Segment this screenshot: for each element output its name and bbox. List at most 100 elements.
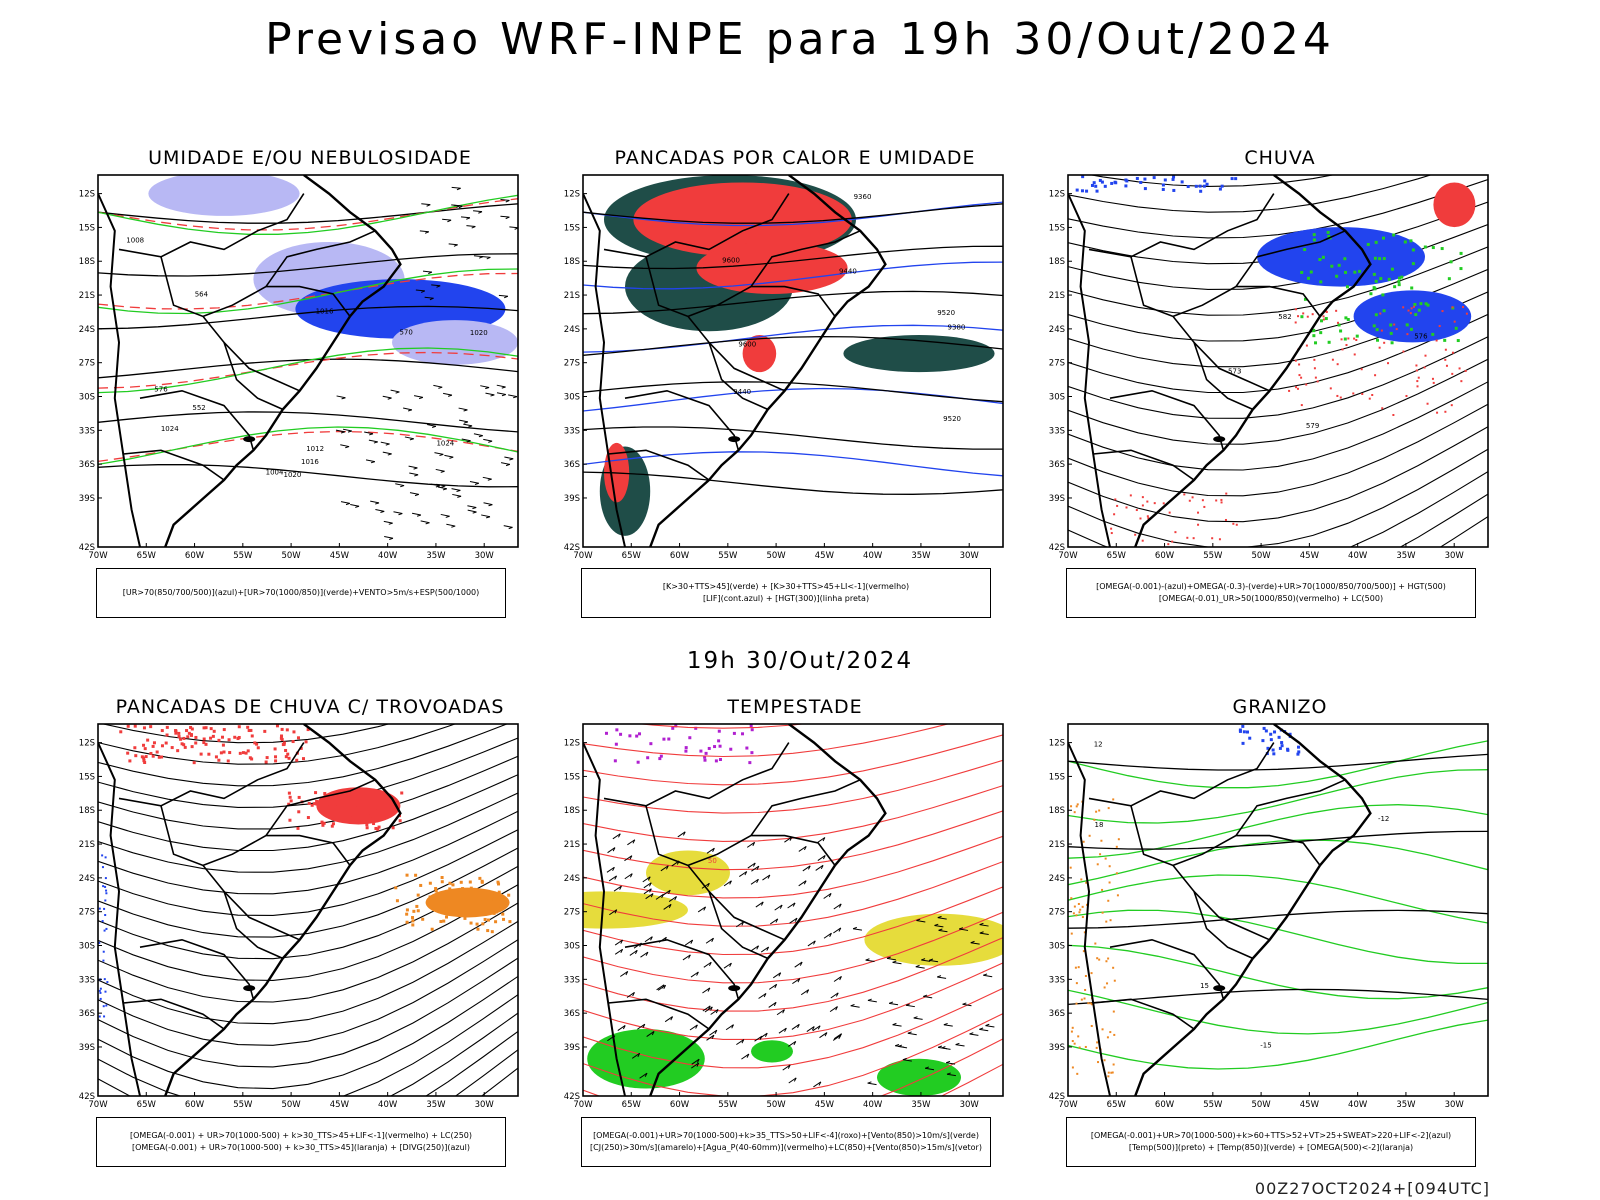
- lon-tick-label: 35W: [1396, 1100, 1416, 1110]
- wind-vector: [962, 1003, 972, 1007]
- wind-vector-head: [924, 1066, 930, 1069]
- thickness-line: [98, 351, 518, 389]
- wind-vector: [500, 215, 510, 218]
- lat-tick-label: 24S: [1049, 325, 1065, 335]
- lon-tick-label: 45W: [815, 551, 835, 561]
- shower-area: [490, 930, 494, 934]
- height-contour: [1399, 493, 1488, 547]
- wind-vector-head: [850, 1003, 855, 1007]
- wind-vector: [393, 511, 403, 515]
- thunder-area: [291, 740, 295, 744]
- lat-tick-label: 24S: [564, 325, 580, 335]
- legend-line: [OMEGA(-0.001) + UR>70(1000-500) + k>30_…: [131, 1143, 471, 1152]
- thunder-area: [287, 791, 291, 795]
- wind-vector: [643, 882, 652, 889]
- lat-tick-label: 30S: [564, 942, 580, 952]
- rain-light: [1171, 540, 1174, 543]
- rain-light: [1453, 320, 1456, 323]
- shower-area: [415, 904, 419, 908]
- lat-tick-label: 27S: [79, 908, 95, 918]
- severe-storm-area: [694, 726, 698, 730]
- rain-area: [1161, 187, 1165, 191]
- lat-tick-label: 27S: [564, 908, 580, 918]
- lon-tick-label: 65W: [137, 1100, 157, 1110]
- wind-vector: [500, 462, 510, 465]
- wind-vector: [451, 186, 461, 189]
- rain-light: [1433, 182, 1476, 228]
- rain-light: [1331, 358, 1334, 361]
- lat-tick-label: 27S: [79, 359, 95, 369]
- shower-area: [507, 893, 511, 897]
- lat-tick-label: 15S: [1049, 223, 1065, 233]
- shower-area: [476, 927, 480, 931]
- wind-vector-head: [793, 1041, 797, 1046]
- omega-area: [1071, 1026, 1074, 1029]
- country-border: [608, 449, 710, 481]
- hail-area: [1286, 747, 1290, 751]
- thunder-area: [219, 751, 223, 755]
- rain-light: [1406, 333, 1409, 336]
- moisture-contour: [583, 759, 1003, 814]
- lon-tick-label: 50W: [281, 551, 301, 561]
- thunder-area: [227, 738, 231, 742]
- wind-vector-head: [729, 880, 732, 885]
- omega-area: [1104, 857, 1107, 860]
- thunder-area: [358, 794, 362, 798]
- thunder-area: [151, 754, 155, 758]
- wind-vector: [823, 892, 832, 899]
- country-border: [708, 890, 785, 941]
- country-border: [1172, 834, 1321, 867]
- hail-area: [1238, 729, 1242, 733]
- country-border: [1093, 449, 1195, 481]
- omega-area: [1082, 950, 1085, 953]
- lon-tick-label: 40W: [378, 1100, 398, 1110]
- wind-vector-head: [632, 839, 636, 844]
- severe-storm-area: [699, 749, 703, 753]
- country-border: [750, 779, 861, 837]
- wind-vector: [496, 392, 506, 396]
- wind-vector: [802, 865, 811, 872]
- lat-tick-label: 33S: [1049, 426, 1065, 436]
- moisture-contour: [583, 987, 1003, 1069]
- wind-vector: [921, 959, 931, 962]
- lat-tick-label: 42S: [1049, 1092, 1065, 1102]
- wind-vector-head: [820, 865, 824, 870]
- shower-area: [490, 894, 494, 898]
- wind-vector: [913, 1017, 923, 1020]
- omega-area: [1077, 902, 1080, 905]
- wind-vector-head: [892, 1022, 897, 1026]
- shower-area: [434, 889, 438, 893]
- map-frame: [582, 723, 1004, 1097]
- lon-tick-label: 70W: [1058, 1100, 1078, 1110]
- rain-heavy: [1390, 267, 1394, 271]
- omega-area: [1113, 979, 1116, 982]
- lat-tick-label: 39S: [79, 494, 95, 504]
- wind-vector: [614, 939, 623, 946]
- rain-heavy: [1431, 332, 1435, 336]
- height-contour: [1088, 175, 1336, 187]
- contour-label: -12: [1378, 815, 1389, 823]
- thunderstorm-area: [696, 241, 848, 295]
- thunder-area: [209, 727, 213, 731]
- omega-area: [1081, 916, 1084, 919]
- severe-storm-area: [636, 760, 640, 764]
- wind-vector: [336, 395, 346, 399]
- coastline: [649, 175, 887, 547]
- wind-vector: [496, 384, 506, 388]
- wind-vector: [702, 1005, 711, 1012]
- divergence-marker: [101, 866, 104, 869]
- wind-vector: [624, 873, 633, 880]
- rain-heavy: [1390, 341, 1394, 345]
- omega-area: [1108, 865, 1111, 868]
- rain-heavy: [1355, 334, 1359, 338]
- thunder-area: [343, 792, 347, 796]
- thunder-area: [314, 791, 318, 795]
- thunder-area: [374, 826, 378, 830]
- shower-area: [508, 920, 512, 924]
- rain-heavy: [1344, 270, 1348, 274]
- rain-heavy: [1381, 293, 1385, 297]
- wind-vector: [662, 889, 671, 896]
- wind-vector-head: [752, 862, 756, 867]
- rain-area: [1186, 185, 1190, 189]
- divergence-marker: [104, 877, 107, 880]
